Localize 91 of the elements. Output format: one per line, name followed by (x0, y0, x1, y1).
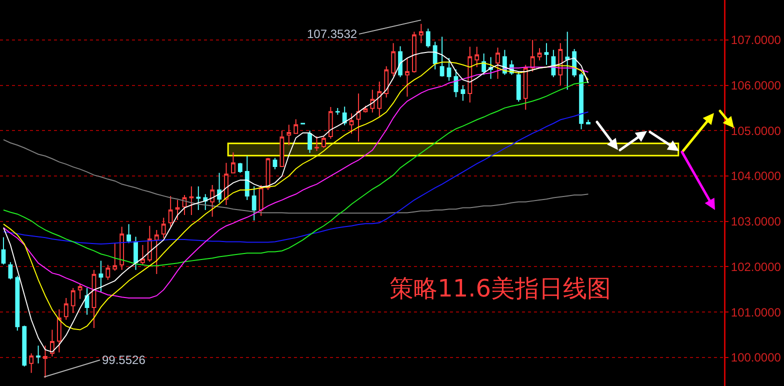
candlestick (78, 283, 82, 300)
candlestick (126, 224, 131, 244)
candlestick (426, 28, 430, 48)
y-tick-label: 100.0000 (730, 350, 782, 365)
y-tick-label: 104.0000 (730, 169, 782, 184)
candlestick (161, 217, 166, 239)
candlestick (482, 53, 486, 76)
line-series (2, 139, 589, 214)
candlestick (224, 162, 228, 206)
line-series (2, 82, 589, 266)
candlestick (175, 200, 180, 220)
candlestick (565, 31, 570, 90)
y-tick-label: 102.0000 (730, 260, 782, 274)
candlestick (300, 122, 306, 125)
candlestick (551, 49, 556, 78)
y-tick-label: 106.0000 (730, 78, 782, 92)
candlestick (258, 184, 264, 216)
candlestick (349, 112, 354, 134)
y-tick-label: 107.0000 (730, 33, 782, 48)
candlestick (70, 288, 76, 314)
candlestick (147, 225, 152, 262)
candlestick (106, 264, 110, 280)
candlestick (398, 46, 402, 78)
candlestick (418, 23, 424, 44)
candlestick (64, 298, 68, 320)
candlestick (322, 136, 326, 148)
candlestick (272, 157, 278, 170)
candlestick (84, 288, 90, 316)
candlestick (579, 72, 584, 130)
candlestick (50, 329, 54, 358)
candlestick (384, 66, 389, 98)
candlestick (196, 186, 201, 211)
candlestick (189, 186, 194, 216)
candlestick (98, 260, 104, 293)
candlestick (140, 244, 145, 266)
candlestick (252, 186, 256, 221)
candlestick (488, 56, 493, 80)
candlestick (43, 345, 48, 378)
candlestick (112, 242, 118, 272)
candlestick (391, 42, 396, 77)
candlestick (1, 236, 6, 265)
candlestick (217, 172, 222, 204)
candlestick (530, 39, 535, 72)
candlestick (523, 64, 528, 110)
candlestick (496, 47, 500, 80)
candlestick (516, 71, 521, 102)
candlestick (15, 275, 20, 332)
candlestick (203, 194, 208, 211)
candlestick (92, 269, 96, 328)
candlestick (244, 156, 250, 201)
candlestick (412, 31, 416, 74)
candlestick (120, 226, 124, 270)
candlestick (22, 325, 27, 367)
candlestick (446, 58, 452, 82)
candlestick (294, 118, 298, 134)
candlestick (36, 345, 40, 364)
candlestick (356, 92, 361, 142)
candlestick (56, 308, 62, 353)
candlestick (8, 262, 13, 280)
y-tick-label: 101.0000 (730, 305, 782, 320)
candlestick (168, 195, 173, 228)
candlestick (586, 119, 590, 125)
annotation: 107.3532 (307, 27, 358, 41)
candlestick (460, 84, 466, 102)
candlestick (537, 48, 542, 61)
y-tick-label: 105.0000 (730, 124, 782, 138)
candlestick (377, 81, 382, 118)
candlestick (405, 58, 410, 98)
candlestick (314, 136, 319, 152)
candlestick (286, 124, 292, 146)
annotation: 99.5526 (102, 353, 146, 367)
candlestick (335, 107, 340, 116)
candlestick (432, 41, 438, 70)
candlestick (370, 89, 375, 113)
candlestick (474, 46, 480, 68)
candlestick (308, 130, 312, 154)
line-series (2, 112, 589, 245)
candlestick (154, 229, 159, 274)
candlestick (280, 130, 284, 168)
candlestick (238, 162, 242, 174)
candlestick (544, 42, 549, 66)
candlestick (210, 184, 215, 218)
text: 策略11.6美指日线图 (390, 274, 612, 302)
candlestick (231, 152, 236, 174)
candlestick (134, 236, 138, 270)
candlestick (440, 36, 444, 78)
candlestick (328, 106, 333, 140)
candlestick (468, 46, 472, 104)
y-tick-label: 103.0000 (730, 214, 782, 229)
candlestick (342, 106, 347, 126)
candlestick (29, 352, 34, 374)
